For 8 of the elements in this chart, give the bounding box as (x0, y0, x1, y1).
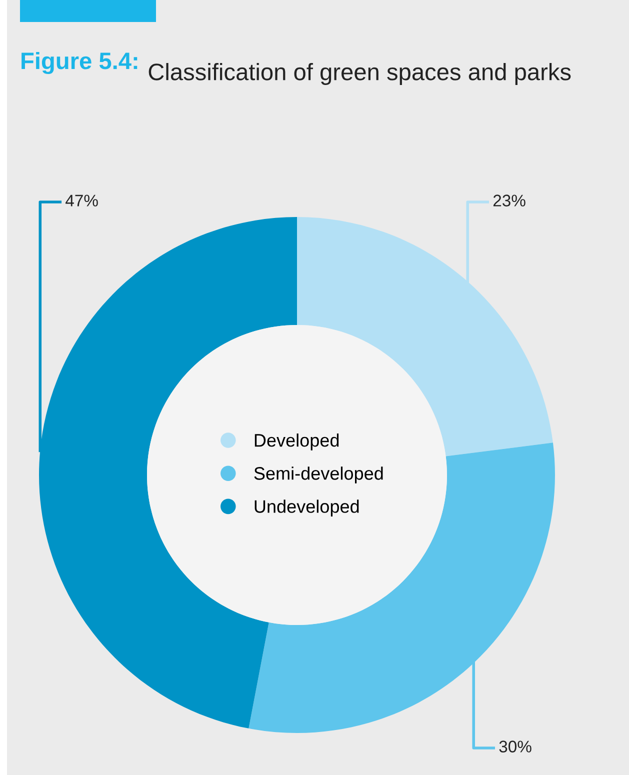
data-label: 30% (499, 740, 532, 752)
legend-label: Semi-developed (254, 466, 383, 484)
legend-label: Undeveloped (254, 500, 359, 516)
data-label: 23% (493, 194, 526, 206)
caption: Figure 5.4: (22, 52, 138, 74)
data-label: 47% (66, 194, 98, 206)
legend-label: Developed (254, 434, 339, 450)
chart-title: Classification of green spaces and parks (148, 63, 571, 86)
